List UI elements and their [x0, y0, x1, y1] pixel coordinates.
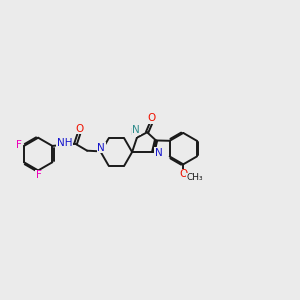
Text: NH: NH [57, 138, 72, 148]
Text: O: O [76, 124, 84, 134]
Text: CH₃: CH₃ [187, 173, 203, 182]
Text: O: O [148, 113, 156, 123]
Text: N: N [154, 148, 162, 158]
Text: N: N [97, 142, 105, 152]
Text: O: O [179, 169, 188, 179]
Text: N: N [132, 125, 140, 135]
Text: H: H [130, 128, 136, 137]
Text: F: F [16, 140, 22, 150]
Text: F: F [36, 170, 42, 180]
